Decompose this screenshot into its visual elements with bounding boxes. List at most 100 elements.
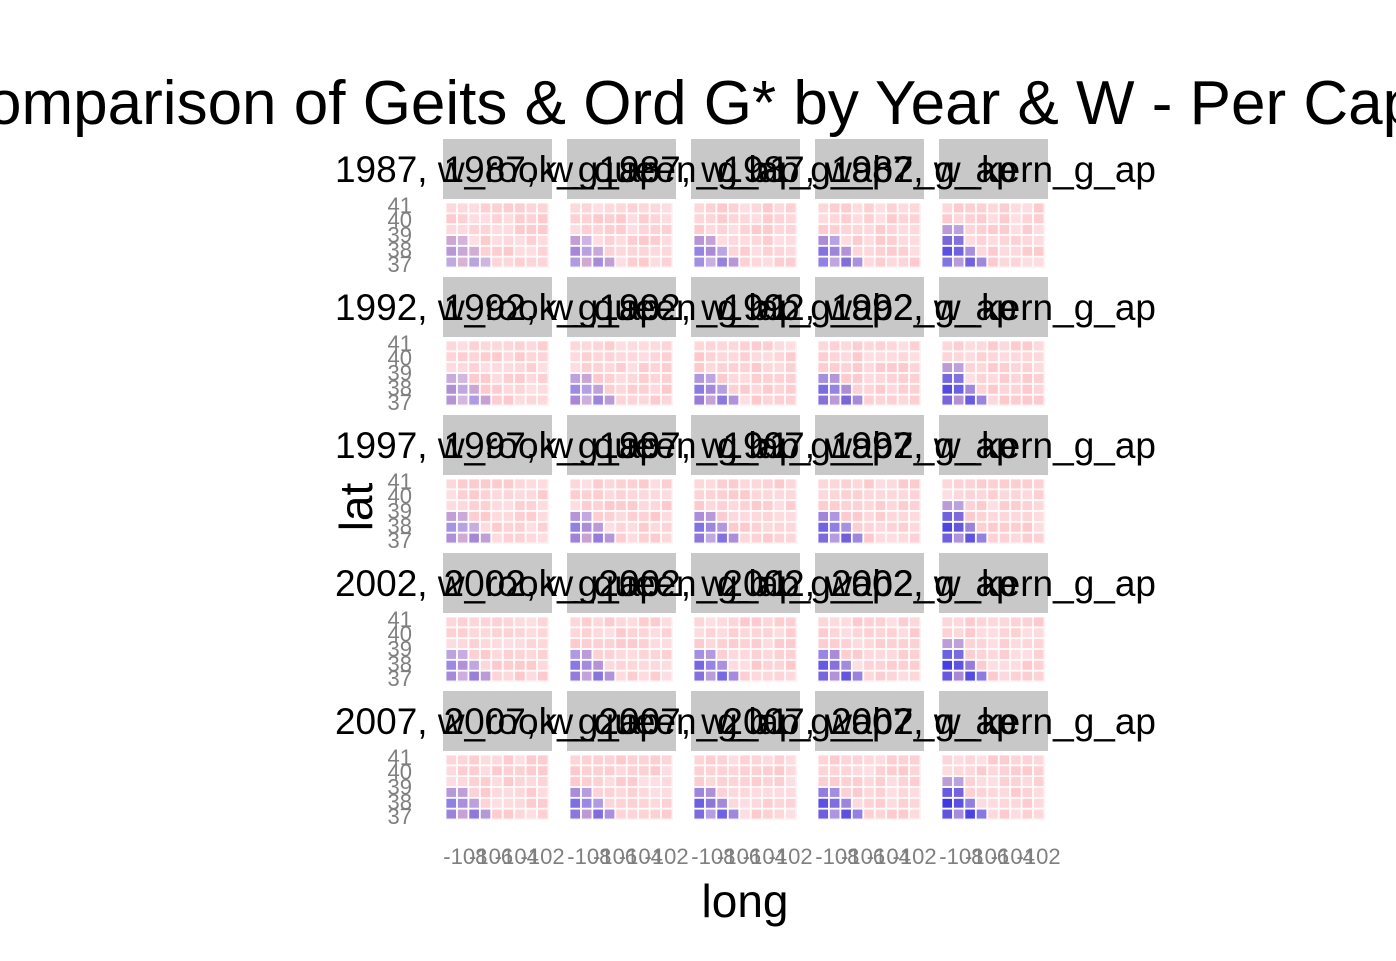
county-cell xyxy=(817,754,829,766)
county-cell xyxy=(661,765,673,777)
county-cell xyxy=(886,754,898,766)
county-cell xyxy=(987,489,999,501)
county-cell xyxy=(727,478,740,490)
county-cell xyxy=(829,754,841,766)
county-cell xyxy=(626,478,639,490)
county-cell-cold xyxy=(592,521,604,533)
county-cell xyxy=(727,213,740,225)
county-cell xyxy=(1021,213,1033,225)
county-cell xyxy=(445,776,457,787)
county-cell-cold xyxy=(445,521,457,533)
x-tick-label: -108 xyxy=(443,844,487,869)
county-cell xyxy=(693,754,705,766)
county-cell-cold xyxy=(445,256,457,268)
county-cell xyxy=(661,616,673,628)
county-cell xyxy=(626,521,639,533)
county-cell xyxy=(975,383,988,395)
county-cell xyxy=(569,351,581,363)
county-cell-cold xyxy=(457,532,469,544)
facet-strip xyxy=(443,691,552,751)
x-tick-label: -102 xyxy=(645,844,689,869)
county-cell-cold xyxy=(941,521,953,533)
county-cell xyxy=(1033,670,1045,682)
county-cell-cold xyxy=(817,649,829,660)
county-cell xyxy=(964,754,976,766)
county-cell xyxy=(1010,245,1022,257)
county-cell xyxy=(863,776,875,787)
county-cell xyxy=(626,340,639,352)
county-cell xyxy=(829,213,841,225)
county-cell-cold xyxy=(840,670,852,682)
county-cell xyxy=(649,670,661,682)
county-cell xyxy=(987,373,999,384)
county-cell-cold xyxy=(468,532,480,544)
county-cell xyxy=(909,235,921,246)
county-cell-cold xyxy=(840,808,852,820)
county-cell xyxy=(1010,202,1022,214)
county-cell xyxy=(863,659,875,671)
county-cell xyxy=(537,245,549,257)
county-cell xyxy=(592,500,604,511)
county-cell xyxy=(661,478,673,490)
county-cell-cold xyxy=(964,394,976,406)
county-cell xyxy=(1033,638,1045,649)
county-cell xyxy=(840,776,852,787)
county-cell xyxy=(1010,754,1022,766)
county-cell-cold xyxy=(941,797,953,809)
county-cell xyxy=(773,532,785,544)
county-cell-cold xyxy=(941,659,953,671)
county-cell xyxy=(750,511,763,522)
county-cell-cold xyxy=(817,235,829,246)
facet-strip xyxy=(567,553,676,613)
facet-panel xyxy=(939,691,1048,820)
county-cell xyxy=(468,478,480,490)
facet-strip xyxy=(815,691,924,751)
county-cell xyxy=(661,776,673,787)
county-cell xyxy=(603,383,616,395)
county-cell xyxy=(750,235,763,246)
county-cell xyxy=(840,340,852,352)
county-cell xyxy=(897,511,909,522)
county-cell xyxy=(502,787,515,798)
county-cell xyxy=(851,754,864,766)
county-cell xyxy=(909,224,921,235)
county-cell xyxy=(1033,649,1045,660)
county-cell xyxy=(502,500,515,511)
county-cell xyxy=(661,649,673,660)
county-cell xyxy=(626,373,639,384)
county-cell-cold xyxy=(975,532,988,544)
county-cell xyxy=(1033,224,1045,235)
county-cell-cold xyxy=(457,521,469,533)
county-cell xyxy=(626,351,639,363)
county-cell xyxy=(615,383,627,395)
county-cell-cold xyxy=(941,776,953,787)
county-cell xyxy=(773,521,785,533)
county-cell-cold xyxy=(941,224,953,235)
county-cell xyxy=(525,489,537,501)
x-tick-label: -106 xyxy=(717,844,761,869)
county-cell xyxy=(716,224,728,235)
county-cell xyxy=(886,202,898,214)
county-cell xyxy=(514,532,526,544)
county-cell-cold xyxy=(705,521,717,533)
county-cell xyxy=(964,649,976,660)
county-cell xyxy=(739,256,751,268)
county-cell xyxy=(525,202,537,214)
county-cell-cold xyxy=(727,394,740,406)
county-cell-cold xyxy=(592,245,604,257)
county-cell xyxy=(739,202,751,214)
county-cell xyxy=(525,616,537,628)
county-cell xyxy=(716,351,728,363)
county-cell xyxy=(998,670,1011,682)
county-cell xyxy=(998,478,1011,490)
county-cell xyxy=(785,521,797,533)
county-cell-cold xyxy=(727,532,740,544)
facet-panel xyxy=(443,139,552,268)
county-cell xyxy=(615,616,627,628)
county-cell xyxy=(479,776,492,787)
county-cell-cold xyxy=(468,521,480,533)
county-cell xyxy=(909,489,921,501)
county-cell xyxy=(1010,670,1022,682)
county-cell-cold xyxy=(445,383,457,395)
